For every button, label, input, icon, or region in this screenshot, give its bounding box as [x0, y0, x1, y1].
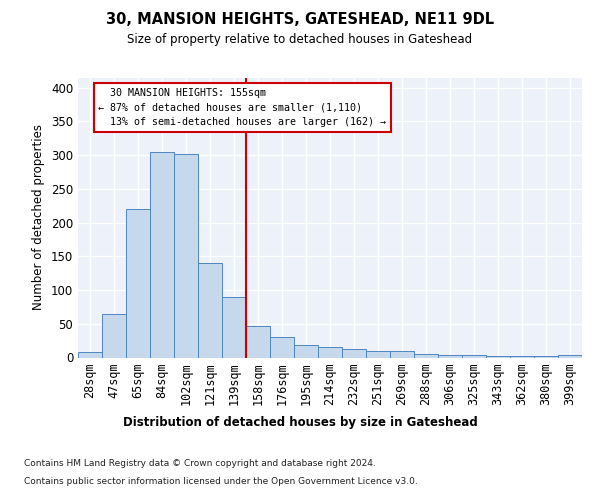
Text: Contains public sector information licensed under the Open Government Licence v3: Contains public sector information licen…	[24, 477, 418, 486]
Text: Distribution of detached houses by size in Gateshead: Distribution of detached houses by size …	[122, 416, 478, 429]
Bar	[270, 338, 294, 357]
Text: Size of property relative to detached houses in Gateshead: Size of property relative to detached ho…	[127, 32, 473, 46]
Bar	[246, 326, 270, 358]
Bar	[102, 314, 126, 358]
Bar	[126, 209, 150, 358]
Bar	[462, 355, 486, 358]
Bar	[390, 351, 414, 358]
Text: 30, MANSION HEIGHTS, GATESHEAD, NE11 9DL: 30, MANSION HEIGHTS, GATESHEAD, NE11 9DL	[106, 12, 494, 28]
Bar	[342, 348, 366, 358]
Bar	[510, 356, 534, 358]
Bar	[150, 152, 174, 358]
Bar	[558, 355, 582, 358]
Bar	[78, 352, 102, 358]
Bar	[198, 263, 222, 358]
Bar	[318, 348, 342, 358]
Bar	[294, 344, 318, 358]
Bar	[414, 354, 438, 358]
Bar	[486, 356, 510, 358]
Y-axis label: Number of detached properties: Number of detached properties	[32, 124, 46, 310]
Bar	[366, 351, 390, 358]
Bar	[174, 154, 198, 358]
Bar	[438, 355, 462, 358]
Text: 30 MANSION HEIGHTS: 155sqm
← 87% of detached houses are smaller (1,110)
  13% of: 30 MANSION HEIGHTS: 155sqm ← 87% of deta…	[98, 88, 386, 127]
Text: Contains HM Land Registry data © Crown copyright and database right 2024.: Contains HM Land Registry data © Crown c…	[24, 458, 376, 468]
Bar	[534, 356, 558, 358]
Bar	[222, 297, 246, 358]
